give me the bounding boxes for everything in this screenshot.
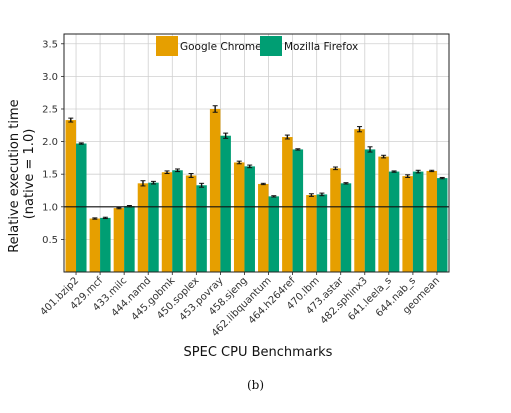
legend-label-chrome: Google Chrome: [180, 41, 262, 53]
bar-firefox-458.sjeng: [244, 166, 255, 272]
bar-chrome-464.h264ref: [282, 137, 293, 272]
bar-chrome-641.leela_s: [378, 156, 389, 272]
error-bar: [92, 217, 98, 220]
error-bar: [357, 126, 363, 133]
error-bar: [212, 105, 218, 113]
y-tick-label: 0.5: [42, 235, 58, 246]
bar-firefox-450.soplex: [196, 185, 207, 272]
bar-firefox-453.povray: [220, 135, 231, 272]
bar-chrome-482.sphinx3: [354, 129, 365, 272]
error-bar: [140, 180, 146, 187]
bar-firefox-473.astar: [340, 183, 352, 272]
bar-firefox-464.h264ref: [292, 149, 304, 272]
y-tick-label: 1.0: [42, 202, 58, 213]
bar-chrome-444.namd: [137, 183, 149, 272]
legend: Google Chrome Mozilla Firefox: [156, 36, 358, 56]
y-tick-label: 3.5: [42, 39, 58, 50]
error-bar: [260, 182, 266, 186]
y-axis-title-line-1: Relative execution time: [7, 99, 22, 252]
legend-label-firefox: Mozilla Firefox: [284, 41, 358, 53]
bar-chrome-401.bzip2: [65, 120, 77, 273]
error-bar: [116, 206, 122, 210]
bar-chrome-458.sjeng: [233, 162, 245, 272]
error-bar: [439, 176, 445, 180]
y-axis-ticks: 0.5 1.0 1.5 2.0 2.5 3.0 3.5: [42, 39, 64, 246]
bar-chrome-450.soplex: [185, 175, 197, 272]
error-bar: [271, 195, 277, 198]
error-bar: [175, 168, 181, 173]
error-bar: [343, 182, 349, 185]
bar-chrome-462.libquantum: [258, 183, 269, 272]
error-bar: [405, 174, 411, 178]
y-tick-label: 1.5: [42, 170, 58, 181]
error-bar: [284, 134, 290, 140]
y-tick-label: 3.0: [42, 72, 58, 83]
legend-swatch-firefox: [260, 36, 282, 56]
bar-firefox-401.bzip2: [76, 143, 87, 272]
error-bar: [223, 132, 229, 139]
legend-swatch-chrome: [156, 36, 178, 56]
error-bar: [68, 117, 74, 123]
y-axis-title-line-2: (native = 1.0): [22, 129, 37, 220]
error-bar: [78, 142, 84, 145]
error-bar: [391, 170, 397, 173]
bar-firefox-644.nab_s: [412, 171, 424, 272]
bar-chrome-453.povray: [209, 108, 221, 272]
error-bar: [199, 182, 205, 188]
bar-firefox-482.sphinx3: [364, 149, 376, 272]
bar-chrome-geomean: [426, 170, 437, 272]
error-bar: [236, 160, 242, 165]
error-bar: [332, 166, 338, 171]
error-bar: [429, 169, 435, 173]
bar-chrome-470.lbm: [306, 195, 317, 272]
bar-chrome-433.milc: [113, 208, 125, 272]
bar-chrome-644.nab_s: [402, 176, 413, 272]
y-tick-label: 2.5: [42, 104, 58, 115]
bar-firefox-470.lbm: [316, 194, 328, 272]
error-bar: [295, 148, 301, 151]
bar-chrome-429.mcf: [89, 218, 101, 272]
plot-frame: [63, 33, 450, 273]
error-bar: [150, 180, 156, 185]
y-tick-label: 2.0: [42, 137, 58, 148]
bar-firefox-433.milc: [124, 206, 135, 272]
bar-firefox-geomean: [436, 178, 448, 272]
error-bar: [415, 169, 421, 174]
bar-chrome-445.gobmk: [161, 172, 173, 272]
bar-firefox-444.namd: [148, 182, 159, 272]
error-bar: [381, 154, 387, 159]
error-bar: [308, 193, 314, 197]
bar-firefox-429.mcf: [100, 217, 111, 272]
svg-text:Relative execution time: Relative execution time (native = 1.0): [7, 95, 37, 253]
y-axis-title: Relative execution time (native = 1.0): [7, 95, 37, 253]
error-bar: [188, 173, 194, 178]
error-bar: [164, 170, 170, 175]
bar-firefox-445.gobmk: [172, 170, 183, 272]
error-bar: [367, 146, 373, 153]
error-bar: [319, 192, 325, 197]
x-axis-ticks: 401.bzip2429.mcf433.milc444.namd445.gobm…: [38, 272, 442, 339]
bars: [65, 105, 448, 273]
x-axis-title: SPEC CPU Benchmarks: [184, 345, 333, 360]
figure-caption: (b): [246, 378, 265, 392]
bar-chrome-473.astar: [330, 168, 341, 272]
bar-firefox-462.libquantum: [268, 196, 280, 272]
bar-firefox-641.leela_s: [388, 171, 400, 272]
error-bar: [102, 216, 108, 220]
error-bar: [247, 164, 253, 169]
